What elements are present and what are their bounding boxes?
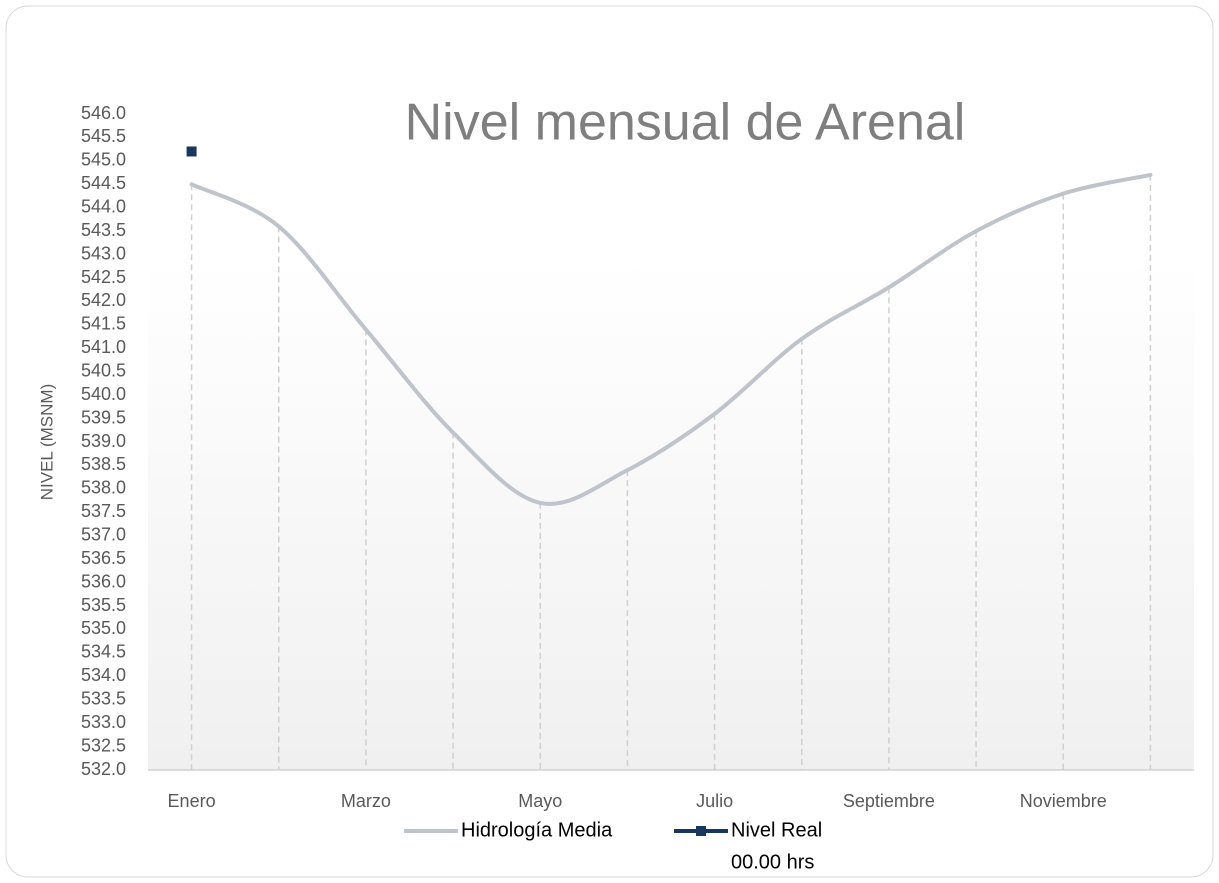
y-axis-label: NIVEL (MSNM) (37, 384, 56, 501)
x-tick-label: Noviembre (1020, 791, 1107, 811)
y-tick-label: 544.5 (81, 173, 126, 193)
y-tick-label: 536.5 (81, 548, 126, 568)
y-tick-label: 542.5 (81, 267, 126, 287)
y-tick-label: 539.0 (81, 431, 126, 451)
marker (186, 146, 197, 157)
y-tick-label: 537.0 (81, 524, 126, 544)
y-tick-label: 537.5 (81, 501, 126, 521)
legend-note: 00.00 hrs (731, 851, 814, 873)
y-tick-label: 535.0 (81, 618, 126, 638)
x-tick-label: Septiembre (843, 791, 935, 811)
y-tick-label: 542.0 (81, 290, 126, 310)
y-tick-label: 533.5 (81, 688, 126, 708)
x-tick-label: Julio (696, 791, 733, 811)
x-tick-label: Mayo (518, 791, 562, 811)
y-tick-label: 541.0 (81, 337, 126, 357)
y-tick-label: 545.0 (81, 150, 126, 170)
legend-label: Nivel Real (731, 819, 822, 841)
plot-area (148, 114, 1194, 770)
y-tick-label: 539.5 (81, 407, 126, 427)
y-tick-label: 543.0 (81, 243, 126, 263)
legend-label: Hidrología Media (461, 819, 613, 841)
y-tick-label: 538.0 (81, 478, 126, 498)
y-tick-label: 534.0 (81, 665, 126, 685)
x-tick-label: Enero (168, 791, 216, 811)
y-tick-label: 544.0 (81, 196, 126, 216)
y-tick-label: 543.5 (81, 220, 126, 240)
y-tick-label: 538.5 (81, 454, 126, 474)
y-tick-label: 535.5 (81, 595, 126, 615)
chart-title: Nivel mensual de Arenal (405, 94, 966, 152)
series-line (189, 172, 1153, 506)
y-tick-label: 541.5 (81, 314, 126, 334)
y-tick-label: 540.5 (81, 360, 126, 380)
y-tick-label: 534.5 (81, 642, 126, 662)
legend-marker (696, 826, 706, 836)
y-tick-label: 532.5 (81, 735, 126, 755)
y-tick-label: 540.0 (81, 384, 126, 404)
x-tick-label: Marzo (341, 791, 391, 811)
y-tick-label: 536.0 (81, 571, 126, 591)
y-tick-label: 532.0 (81, 759, 126, 779)
y-tick-label: 546.0 (81, 103, 126, 123)
y-tick-label: 545.5 (81, 126, 126, 146)
y-tick-label: 533.0 (81, 712, 126, 732)
